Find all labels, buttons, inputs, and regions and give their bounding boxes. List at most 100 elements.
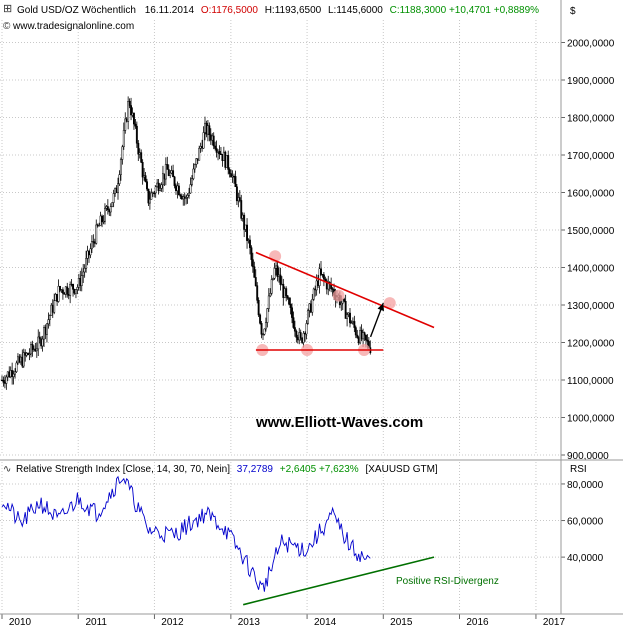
- candle-body: [278, 274, 280, 277]
- candle-body: [293, 327, 296, 332]
- watermark: www.Elliott-Waves.com: [255, 414, 423, 431]
- candle-body: [76, 287, 79, 290]
- candle-body: [241, 214, 244, 219]
- candle-body: [34, 348, 37, 352]
- candle-body: [5, 376, 8, 384]
- rsi-grid: [0, 483, 561, 558]
- candle-body: [291, 307, 293, 318]
- candle-body: [188, 192, 191, 196]
- pattern-touch-point: [332, 289, 345, 302]
- candle-body: [80, 275, 83, 286]
- candle-body: [220, 153, 222, 155]
- candle-body: [96, 224, 99, 227]
- candle-body: [238, 197, 241, 201]
- candle-body: [179, 194, 182, 197]
- candle-body: [263, 328, 266, 335]
- candle-body: [19, 356, 22, 363]
- candle-body: [195, 158, 198, 165]
- price-y-tick-label: 1700,0000: [567, 151, 615, 162]
- candle-body: [86, 250, 89, 259]
- candle-body: [301, 337, 304, 343]
- price-y-tick-label: 1000,0000: [567, 414, 615, 425]
- price-y-tick-label: 1800,0000: [567, 114, 615, 125]
- candle-body: [151, 192, 154, 194]
- forecast-arrow-head: [377, 303, 385, 312]
- candle-body: [146, 181, 148, 190]
- header-low: L:1145,6000: [328, 5, 383, 16]
- candle-body: [41, 338, 44, 347]
- candle-body: [366, 339, 369, 342]
- candle-body: [183, 196, 186, 199]
- candle-body: [304, 333, 307, 335]
- candle-body: [231, 175, 234, 178]
- candle-body: [105, 206, 108, 209]
- candle-body: [314, 288, 317, 291]
- x-tick-label: 2010: [9, 617, 32, 628]
- candle-body: [83, 268, 86, 273]
- candle-body: [305, 323, 308, 335]
- x-tick-label: 2015: [390, 617, 413, 628]
- candle-body: [102, 220, 105, 223]
- candle-body: [292, 317, 295, 328]
- candle-body: [182, 196, 185, 200]
- rsi-name: Relative Strength Index [Close, 14, 30, …: [16, 464, 230, 475]
- candle-body: [354, 327, 357, 336]
- candle-body: [253, 266, 256, 278]
- rsi-indicator-icon[interactable]: ∿: [3, 464, 11, 475]
- candle-body: [150, 192, 153, 200]
- candle-body: [196, 158, 199, 161]
- candle-body: [215, 148, 218, 153]
- candle-body: [63, 293, 66, 295]
- price-title: Gold USD/OZ Wöchentlich 16.11.2014 O:117…: [17, 5, 539, 16]
- candle-body: [27, 352, 30, 356]
- candle-body: [175, 185, 177, 192]
- candle-body: [2, 379, 5, 383]
- candle-body: [15, 362, 18, 372]
- candle-body: [262, 333, 264, 336]
- candle-body: [88, 250, 90, 256]
- header-high: H:1193,6500: [265, 5, 322, 16]
- candle-body: [153, 192, 156, 194]
- candle-body: [69, 283, 72, 296]
- candle-body: [121, 146, 124, 160]
- candle-body: [148, 198, 151, 204]
- candle-body: [201, 146, 204, 149]
- candle-body: [362, 332, 365, 340]
- x-tick-label: 2017: [543, 617, 566, 628]
- x-tick-label: 2012: [161, 617, 184, 628]
- candle-body: [351, 321, 354, 323]
- price-y-tick-label: 1200,0000: [567, 339, 615, 350]
- candle-body: [186, 194, 189, 198]
- rsi-y-tick-label: 80,0000: [567, 480, 604, 491]
- candle-body: [237, 197, 240, 202]
- candle-body: [257, 300, 260, 316]
- source-url: www.tradesignalonline.com: [12, 21, 134, 32]
- menu-icon[interactable]: ⊞: [3, 3, 12, 15]
- candle-body: [266, 308, 269, 323]
- candle-body: [276, 265, 279, 277]
- candle-body: [222, 151, 225, 161]
- candle-body: [46, 323, 48, 335]
- x-axis: 2010 2011 2012 2013 2014 2015 2016 2017: [1, 614, 566, 628]
- candle-body: [247, 239, 250, 242]
- candle-body: [163, 173, 166, 180]
- candle-body: [340, 302, 343, 306]
- candle-body: [199, 146, 202, 149]
- candle-body: [307, 310, 309, 324]
- candle-body: [363, 332, 366, 336]
- price-y-tick-label: 900,0000: [567, 451, 609, 462]
- candle-body: [324, 278, 327, 282]
- x-tick-label: 2011: [85, 617, 107, 628]
- candle-body: [359, 330, 362, 344]
- candle-body: [32, 348, 35, 351]
- candle-body: [6, 371, 9, 378]
- candle-body: [70, 283, 73, 286]
- candle-body: [85, 258, 88, 269]
- candle-body: [77, 278, 80, 288]
- candle-body: [275, 265, 278, 269]
- candle-body: [89, 248, 92, 256]
- candle-body: [273, 268, 276, 279]
- candle-body: [198, 148, 201, 161]
- candle-body: [280, 283, 283, 286]
- candle-body: [212, 135, 215, 147]
